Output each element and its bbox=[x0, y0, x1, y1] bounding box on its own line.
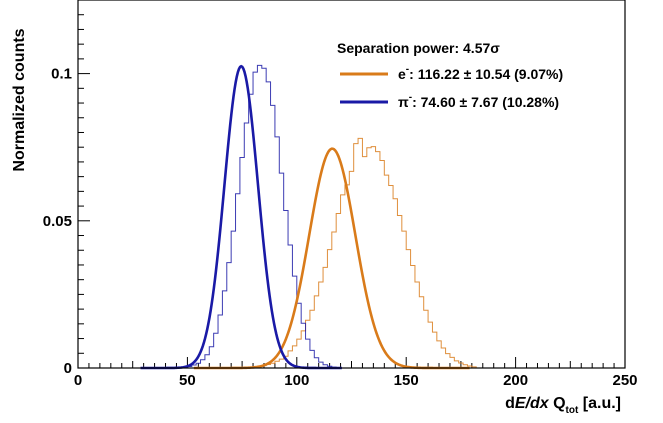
x-axis-title-main: Q bbox=[549, 395, 566, 412]
x-axis-title-suffix: [a.u.] bbox=[578, 395, 621, 412]
y-axis-title: Normalized counts bbox=[11, 28, 28, 171]
legend-entry-electron: e-: 116.22 ± 10.54 (9.07%) bbox=[398, 64, 563, 82]
histogram-series-0 bbox=[78, 137, 625, 369]
legend-entry-pion: π-: 74.60 ± 7.67 (10.28%) bbox=[398, 92, 559, 110]
y-tick-label: 0.1 bbox=[51, 66, 72, 83]
x-tick-label: 200 bbox=[503, 372, 528, 389]
x-tick-label: 50 bbox=[179, 372, 196, 389]
x-tick-label: 150 bbox=[394, 372, 419, 389]
histograms bbox=[78, 64, 625, 369]
y-tick-label: 0.05 bbox=[43, 213, 72, 230]
legend: Separation power: 4.57σ e-: 116.22 ± 10.… bbox=[337, 40, 563, 110]
legend-electron-symbol: e bbox=[398, 66, 406, 82]
legend-electron-value: : 116.22 ± 10.54 (9.07%) bbox=[409, 66, 563, 82]
x-tick-label: 100 bbox=[284, 372, 309, 389]
x-axis-title: dE/dx Qtot [a.u.] bbox=[505, 395, 621, 416]
histogram-series-1 bbox=[78, 64, 625, 369]
x-tick-label: 0 bbox=[74, 372, 82, 389]
x-tick-label: 250 bbox=[612, 372, 637, 389]
y-tick-label: 0 bbox=[64, 360, 72, 377]
x-axis-title-subscript: tot bbox=[566, 405, 579, 416]
legend-header: Separation power: 4.57σ bbox=[337, 40, 500, 56]
x-axis-title-prefix: d bbox=[505, 395, 515, 412]
legend-pion-superscript: - bbox=[409, 92, 412, 103]
tick-labels: 0 50 100 150 200 250 0 0.05 0.1 bbox=[43, 66, 638, 389]
legend-pion-symbol: π bbox=[398, 94, 409, 110]
plot-frame bbox=[77, 0, 626, 369]
legend-electron-superscript: - bbox=[406, 64, 409, 75]
x-axis-title-italic: E/dx bbox=[515, 395, 550, 412]
legend-pion-value: : 74.60 ± 7.67 (10.28%) bbox=[412, 94, 559, 110]
